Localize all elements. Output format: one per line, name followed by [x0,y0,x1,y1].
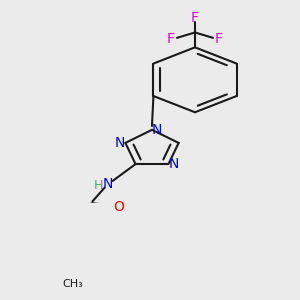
Text: N: N [168,157,178,171]
Text: CH₃: CH₃ [62,279,83,289]
Text: N: N [152,123,162,137]
Text: F: F [167,32,175,46]
Text: N: N [102,177,113,191]
Text: H: H [94,178,103,192]
Text: O: O [113,200,124,214]
Text: F: F [215,32,223,46]
Text: F: F [191,11,199,25]
Text: N: N [114,136,124,150]
